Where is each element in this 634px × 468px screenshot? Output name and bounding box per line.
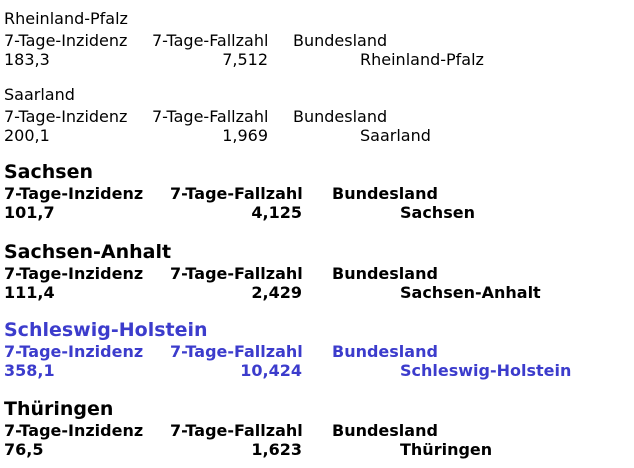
value-inzidenz: 111,4 <box>4 283 55 302</box>
state-title: Sachsen-Anhalt <box>4 241 172 263</box>
value-bundesland: Schleswig-Holstein <box>400 361 572 380</box>
table-value-row: 358,1 10,424 Schleswig-Holstein <box>4 361 630 380</box>
state-title: Sachsen <box>4 161 94 183</box>
value-fallzahl: 4,125 <box>251 203 302 222</box>
value-bundesland: Saarland <box>360 126 431 145</box>
value-inzidenz: 101,7 <box>4 203 55 222</box>
value-fallzahl: 2,429 <box>251 283 302 302</box>
header-bundesland: Bundesland <box>332 264 438 283</box>
header-bundesland: Bundesland <box>332 342 438 361</box>
header-7-tage-inzidenz: 7-Tage-Inzidenz <box>4 342 144 361</box>
header-7-tage-inzidenz: 7-Tage-Inzidenz <box>4 107 128 126</box>
header-bundesland: Bundesland <box>293 31 388 50</box>
value-bundesland: Rheinland-Pfalz <box>360 50 484 69</box>
table-header-row: 7-Tage-Inzidenz 7-Tage-Fallzahl Bundesla… <box>4 264 630 283</box>
header-7-tage-inzidenz: 7-Tage-Inzidenz <box>4 421 144 440</box>
table-header-row: 7-Tage-Inzidenz 7-Tage-Fallzahl Bundesla… <box>4 342 630 361</box>
header-7-tage-inzidenz: 7-Tage-Inzidenz <box>4 184 144 203</box>
value-bundesland: Sachsen-Anhalt <box>400 283 541 302</box>
header-7-tage-inzidenz: 7-Tage-Inzidenz <box>4 31 128 50</box>
table-header-row: 7-Tage-Inzidenz 7-Tage-Fallzahl Bundesla… <box>4 31 630 50</box>
header-7-tage-inzidenz: 7-Tage-Inzidenz <box>4 264 144 283</box>
header-7-tage-fallzahl: 7-Tage-Fallzahl <box>152 107 269 126</box>
state-title: Rheinland-Pfalz <box>4 9 128 28</box>
header-bundesland: Bundesland <box>293 107 388 126</box>
value-bundesland: Thüringen <box>400 440 493 459</box>
table-value-row: 200,1 1,969 Saarland <box>4 126 630 145</box>
value-fallzahl: 1,623 <box>251 440 302 459</box>
state-title: Schleswig-Holstein <box>4 319 208 341</box>
header-7-tage-fallzahl: 7-Tage-Fallzahl <box>170 184 303 203</box>
value-bundesland: Sachsen <box>400 203 475 222</box>
table-value-row: 101,7 4,125 Sachsen <box>4 203 630 222</box>
header-bundesland: Bundesland <box>332 421 438 440</box>
table-value-row: 183,3 7,512 Rheinland-Pfalz <box>4 50 630 69</box>
header-7-tage-fallzahl: 7-Tage-Fallzahl <box>170 264 303 283</box>
state-title: Saarland <box>4 85 75 104</box>
table-header-row: 7-Tage-Inzidenz 7-Tage-Fallzahl Bundesla… <box>4 421 630 440</box>
header-7-tage-fallzahl: 7-Tage-Fallzahl <box>152 31 269 50</box>
value-fallzahl: 7,512 <box>222 50 268 69</box>
value-inzidenz: 358,1 <box>4 361 55 380</box>
header-bundesland: Bundesland <box>332 184 438 203</box>
table-value-row: 76,5 1,623 Thüringen <box>4 440 630 459</box>
value-inzidenz: 200,1 <box>4 126 50 145</box>
value-fallzahl: 1,969 <box>222 126 268 145</box>
table-header-row: 7-Tage-Inzidenz 7-Tage-Fallzahl Bundesla… <box>4 107 630 126</box>
table-header-row: 7-Tage-Inzidenz 7-Tage-Fallzahl Bundesla… <box>4 184 630 203</box>
value-inzidenz: 76,5 <box>4 440 44 459</box>
value-fallzahl: 10,424 <box>240 361 302 380</box>
header-7-tage-fallzahl: 7-Tage-Fallzahl <box>170 421 303 440</box>
header-7-tage-fallzahl: 7-Tage-Fallzahl <box>170 342 303 361</box>
value-inzidenz: 183,3 <box>4 50 50 69</box>
table-value-row: 111,4 2,429 Sachsen-Anhalt <box>4 283 630 302</box>
state-title: Thüringen <box>4 398 114 420</box>
